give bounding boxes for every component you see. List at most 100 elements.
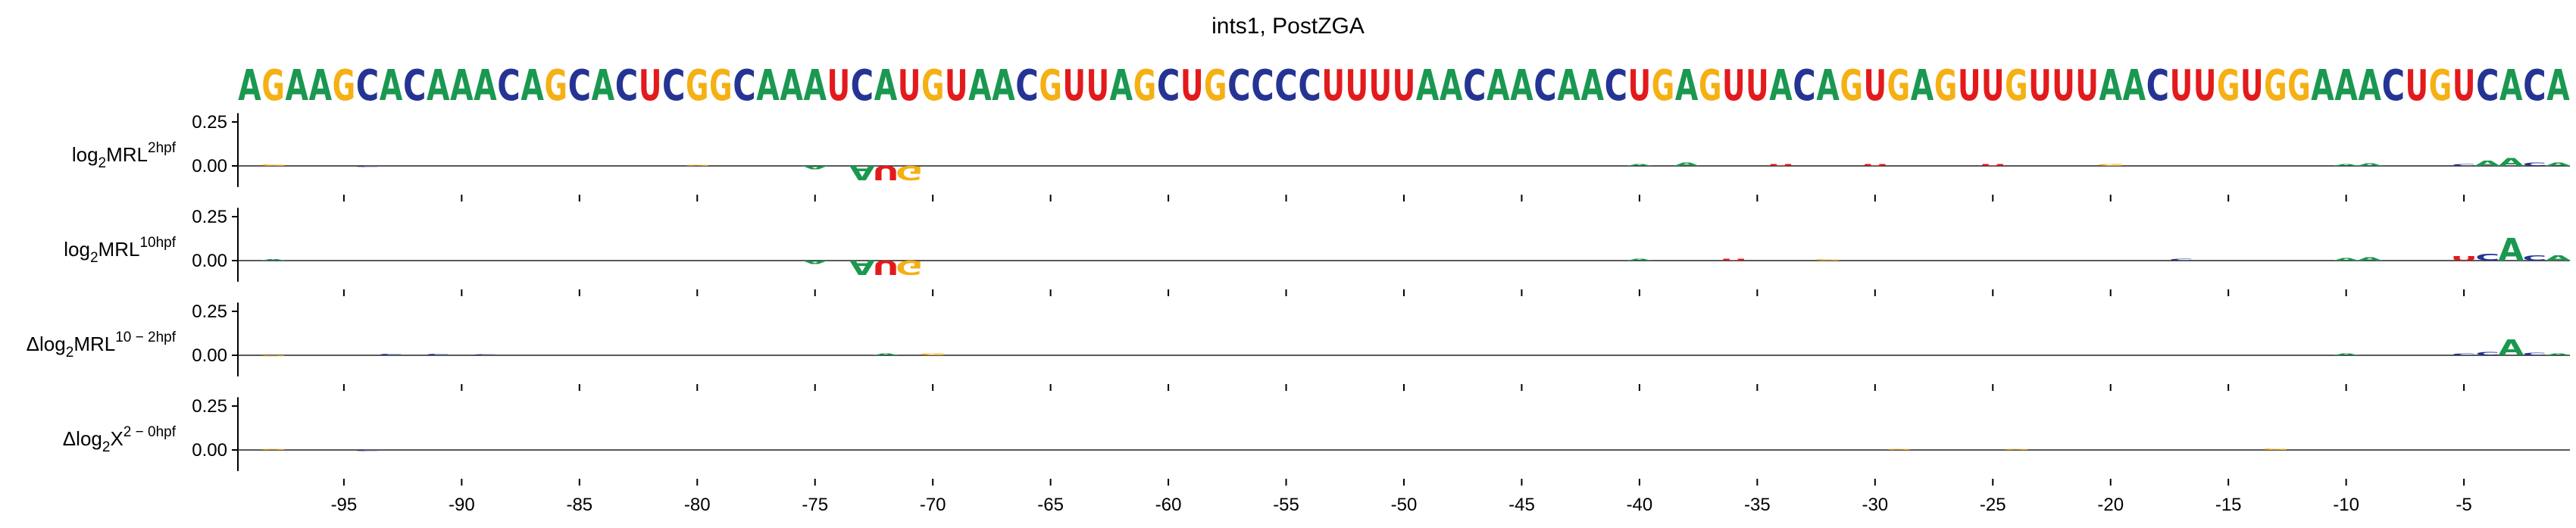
sequence-letter: U: [1981, 61, 2004, 111]
sequence-letter: U: [1321, 61, 1344, 111]
logo-letter: U: [872, 256, 899, 278]
sequence-letter: G: [2287, 61, 2310, 111]
sequence-letter: A: [1440, 61, 1463, 111]
y-tick-label: 0.25: [192, 396, 227, 417]
x-tick-label: -50: [1391, 495, 1418, 515]
sequence-letter: U: [2075, 61, 2098, 111]
sequence-letter: A: [756, 61, 780, 111]
logo-letter: U: [2450, 255, 2477, 262]
row-label: Δlog2X2 − 0hpf: [63, 424, 177, 455]
sequence-letter: C: [615, 61, 638, 111]
logo-letter: C: [2475, 252, 2499, 263]
sequence-letter: G: [544, 61, 567, 111]
sequence-letter: U: [1722, 61, 1745, 111]
logo-letter: C: [2475, 351, 2499, 356]
logo-letter: A: [2546, 161, 2571, 167]
sequence-letter: A: [427, 61, 450, 111]
x-tick-label: -85: [566, 495, 592, 515]
logo-letter: A: [873, 353, 899, 356]
logo-letter: C: [355, 166, 380, 167]
sequence-letter: A: [1510, 61, 1533, 111]
x-tick-label: -45: [1508, 495, 1535, 515]
sequence-letter: A: [1769, 61, 1793, 111]
sequence-letter: C: [1793, 61, 1815, 111]
sequence-letter: A: [474, 61, 497, 111]
x-tick-label: -20: [2097, 495, 2124, 515]
logo-letter: A: [1674, 162, 1699, 167]
sequence-letter: C: [1227, 61, 1250, 111]
sequence-letter: C: [1015, 61, 1038, 111]
logo-letter: G: [896, 256, 923, 278]
sequence-letter: A: [1487, 61, 1510, 111]
logo-letter: G: [2097, 164, 2124, 167]
sequence-letter: G: [261, 61, 284, 111]
sequence-letter: G: [1652, 61, 1674, 111]
sequence-letter: A: [309, 61, 333, 111]
y-tick-label: 0.25: [192, 207, 227, 227]
logo-letter: A: [2498, 232, 2524, 268]
sequence-letter: G: [1699, 61, 1721, 111]
sequence-letter: U: [2406, 61, 2428, 111]
sequence-letter: A: [968, 61, 992, 111]
sequence-letter: U: [2052, 61, 2074, 111]
sequence-letter: C: [568, 61, 591, 111]
sequence-letter: U: [2453, 61, 2475, 111]
sequence-letter: C: [1298, 61, 1321, 111]
logo-letter: A: [2474, 160, 2501, 168]
logo-letter: G: [260, 355, 287, 357]
sequence-letter: A: [2546, 61, 2570, 111]
logo-letter: G: [2262, 448, 2290, 451]
sequence-letter: C: [2146, 61, 2169, 111]
sequence-letter: G: [2429, 61, 2452, 111]
logo-letter: G: [919, 353, 946, 356]
sequence-letter: U: [1346, 61, 1368, 111]
x-tick-label: -15: [2215, 495, 2242, 515]
sequence-letter: A: [380, 61, 403, 111]
logo-letter: U: [1768, 164, 1794, 167]
x-axis: -95 -90 -85 -80 -75 -70 -65 -60 -55 -50 -45 -40 -35 -…: [331, 479, 2472, 515]
row-label: log2MRL2hpf: [72, 140, 177, 171]
sequence-letter: A: [1557, 61, 1580, 111]
logo-letter: A: [2334, 353, 2359, 356]
logo-letter: U: [1862, 164, 1888, 167]
sequence-letter: G: [1204, 61, 1227, 111]
logo-letter: C: [355, 450, 380, 451]
sequence-letter: C: [2476, 61, 2499, 111]
sequence-letter: G: [2264, 61, 2287, 111]
logo-letter: G: [260, 448, 287, 450]
sequence-letter: C: [1274, 61, 1297, 111]
sequence-letter: A: [1580, 61, 1604, 111]
sequence-letter: A: [2123, 61, 2146, 111]
sequence-letter: A: [780, 61, 803, 111]
sequence-letter: A: [2099, 61, 2122, 111]
sequence-letter: U: [2193, 61, 2216, 111]
x-tick-label: -95: [331, 495, 358, 515]
sequence-letter: A: [285, 61, 308, 111]
sequence-letter: A: [2358, 61, 2381, 111]
y-tick-label: 0.00: [192, 251, 227, 271]
logo-letter: A: [1627, 258, 1652, 261]
sequence-letter: U: [1086, 61, 1109, 111]
sequence-letter: U: [2170, 61, 2193, 111]
logo-letter: A: [2498, 336, 2524, 361]
sequence-letter: G: [686, 61, 708, 111]
sequence-letter: C: [1605, 61, 1627, 111]
sequence-letter: G: [1840, 61, 1862, 111]
sequence-letter: G: [2005, 61, 2027, 111]
logo-letter: A: [802, 259, 828, 264]
x-tick-label: -25: [1980, 495, 2006, 515]
sequence-letter: U: [1180, 61, 1203, 111]
chart-title: ints1, PostZGA: [1211, 14, 1365, 39]
sequence-letter: C: [356, 61, 379, 111]
logo-letter: A: [2357, 256, 2383, 261]
sequence-letter: U: [945, 61, 968, 111]
logo-letter: C: [474, 354, 498, 355]
logo-letter: A: [849, 161, 875, 183]
logo-letter: A: [261, 259, 286, 261]
sequence-letter: U: [827, 61, 850, 111]
row-label: log2MRL10hpf: [64, 235, 176, 266]
sequence-letter: A: [803, 61, 827, 111]
y-tick-label: 0.25: [192, 112, 227, 133]
